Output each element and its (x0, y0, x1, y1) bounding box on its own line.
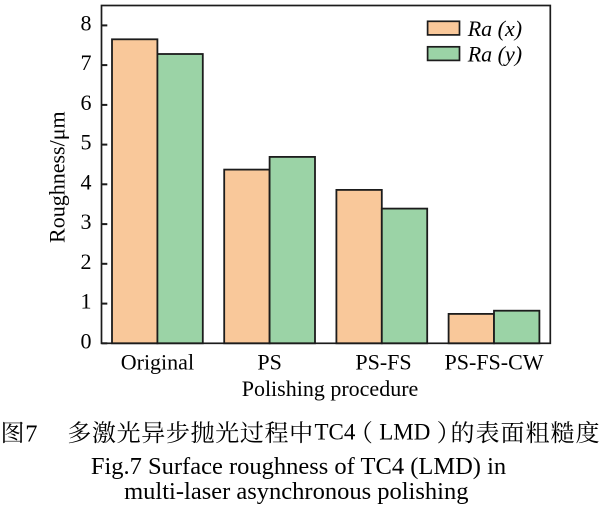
svg-text:PS-FS: PS-FS (355, 349, 411, 374)
svg-text:4: 4 (81, 169, 92, 194)
svg-text:Polishing procedure: Polishing procedure (242, 376, 419, 401)
svg-text:5: 5 (81, 130, 92, 155)
svg-text:Ra (x): Ra (x) (467, 16, 522, 41)
svg-text:TC4: TC4 (315, 420, 356, 445)
svg-text:8: 8 (81, 11, 92, 36)
svg-text:LMD: LMD (379, 420, 430, 445)
svg-text:multi-laser asynchronous polis: multi-laser asynchronous polishing (124, 478, 468, 505)
svg-text:2: 2 (81, 249, 92, 274)
svg-text:Roughness/μm: Roughness/μm (44, 111, 69, 243)
svg-text:Original: Original (121, 349, 194, 374)
svg-text:1: 1 (81, 289, 92, 314)
svg-text:Fig.7 Surface roughness of TC4: Fig.7 Surface roughness of TC4 (LMD) in (91, 453, 506, 480)
svg-text:7: 7 (25, 420, 37, 447)
svg-text:6: 6 (81, 90, 92, 115)
svg-text:PS: PS (257, 349, 281, 374)
svg-text:PS-FS-CW: PS-FS-CW (444, 349, 543, 374)
svg-text:7: 7 (81, 50, 92, 75)
svg-text:Ra (y): Ra (y) (467, 41, 522, 66)
svg-text:3: 3 (81, 209, 92, 234)
svg-text:0: 0 (81, 328, 92, 353)
